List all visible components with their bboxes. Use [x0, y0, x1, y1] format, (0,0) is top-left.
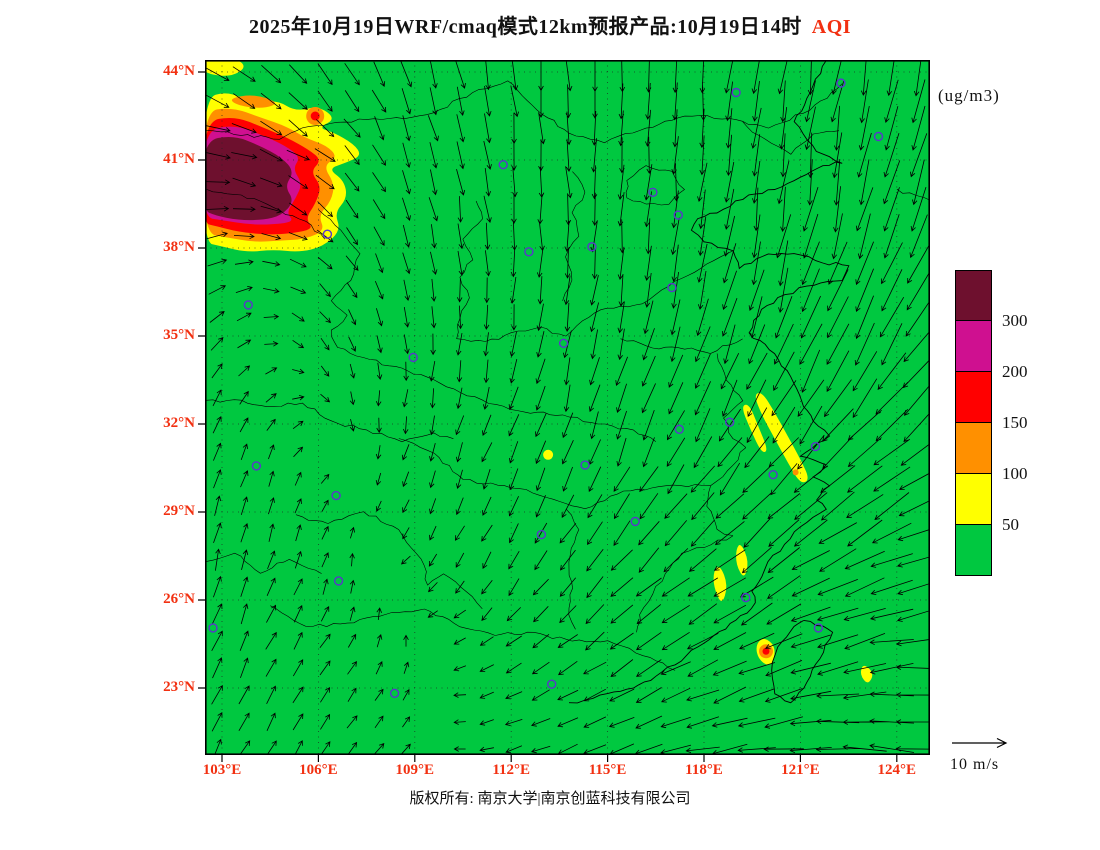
lon-label-118: 118°E — [685, 762, 723, 778]
city-marker — [498, 159, 508, 170]
city-marker — [648, 187, 658, 198]
lon-label-121: 121°E — [781, 762, 820, 778]
colorbar-tick-50: 50 — [1002, 515, 1019, 534]
colorbar-segment-orange — [955, 423, 992, 474]
lon-label-106: 106°E — [299, 762, 338, 778]
page-title: 2025年10月19日WRF/cmaq模式12km预报产品:10月19日14时 A… — [0, 10, 1100, 39]
wind-scale-arrow — [952, 737, 1008, 749]
lat-label-44: 44°N — [163, 63, 195, 79]
lat-label-35: 35°N — [163, 326, 195, 343]
map-layers — [205, 60, 930, 755]
lat-label-32: 32°N — [163, 414, 195, 431]
lat-label-38: 38°N — [163, 238, 195, 255]
city-marker — [587, 242, 597, 252]
colorbar-tick-200: 200 — [1002, 362, 1028, 381]
lon-label-115: 115°E — [588, 762, 627, 778]
city-marker — [741, 592, 751, 603]
city-marker — [731, 87, 741, 98]
reference-arrow — [952, 737, 1008, 749]
province-borders — [205, 60, 930, 704]
coastline — [568, 60, 850, 704]
city-marker — [408, 352, 418, 363]
city-marker — [331, 490, 341, 501]
city-marker — [768, 470, 778, 480]
map-frame — [205, 60, 931, 756]
city-marker — [673, 210, 683, 220]
taiwan-outline — [771, 619, 834, 704]
wind-scale-label: 10 m/s — [950, 756, 1000, 773]
city-marker — [873, 131, 884, 142]
lat-label-26: 26°N — [163, 590, 195, 607]
lon-label-124: 124°E — [877, 762, 917, 778]
city-marker — [725, 417, 735, 427]
city-marker — [322, 229, 333, 239]
city-marker — [536, 529, 547, 540]
lat-label-29: 29°N — [163, 502, 195, 519]
city-marker — [333, 576, 344, 586]
lat-label-41: 41°N — [163, 150, 195, 167]
city-marker — [580, 460, 590, 470]
colorbar-tick-150: 150 — [1002, 413, 1028, 432]
city-marker — [667, 282, 677, 293]
city-marker — [836, 78, 846, 88]
city-marker — [524, 247, 534, 257]
city-markers — [208, 78, 884, 698]
axis-ticks — [198, 71, 898, 762]
lon-label-109: 109°E — [395, 762, 435, 778]
city-marker — [630, 516, 640, 527]
city-marker — [813, 623, 824, 633]
title-main: 2025年10月19日WRF/cmaq模式12km预报产品:10月19日14时 — [248, 16, 802, 38]
city-marker — [674, 424, 684, 434]
city-marker — [251, 461, 262, 471]
city-marker — [208, 623, 218, 633]
title-variable: AQI — [811, 16, 852, 38]
wind-scale: 10 m/s — [950, 735, 1035, 774]
colorbar-segment-green — [955, 525, 992, 576]
colorbar-segment-yellow — [955, 474, 992, 525]
city-marker — [547, 679, 557, 689]
forecast-map — [198, 60, 931, 762]
copyright: 版权所有: 南京大学|南京创蓝科技有限公司 — [409, 791, 691, 807]
city-marker — [558, 338, 569, 348]
colorbar — [955, 270, 992, 576]
lon-label-112: 112°E — [492, 762, 531, 778]
colorbar-segment-maroon — [955, 270, 992, 321]
colorbar-tick-100: 100 — [1002, 464, 1028, 483]
lon-label-103: 103°E — [202, 762, 242, 778]
city-marker — [810, 441, 821, 452]
colorbar-segment-red — [955, 372, 992, 423]
city-marker — [243, 300, 253, 310]
colorbar-tick-300: 300 — [1002, 311, 1028, 330]
units-label: (ug/m3) — [938, 86, 1000, 105]
colorbar-segment-magenta — [955, 321, 992, 372]
wind-vectors — [205, 60, 930, 755]
city-marker — [389, 688, 400, 698]
lat-label-23: 23°N — [163, 678, 195, 695]
